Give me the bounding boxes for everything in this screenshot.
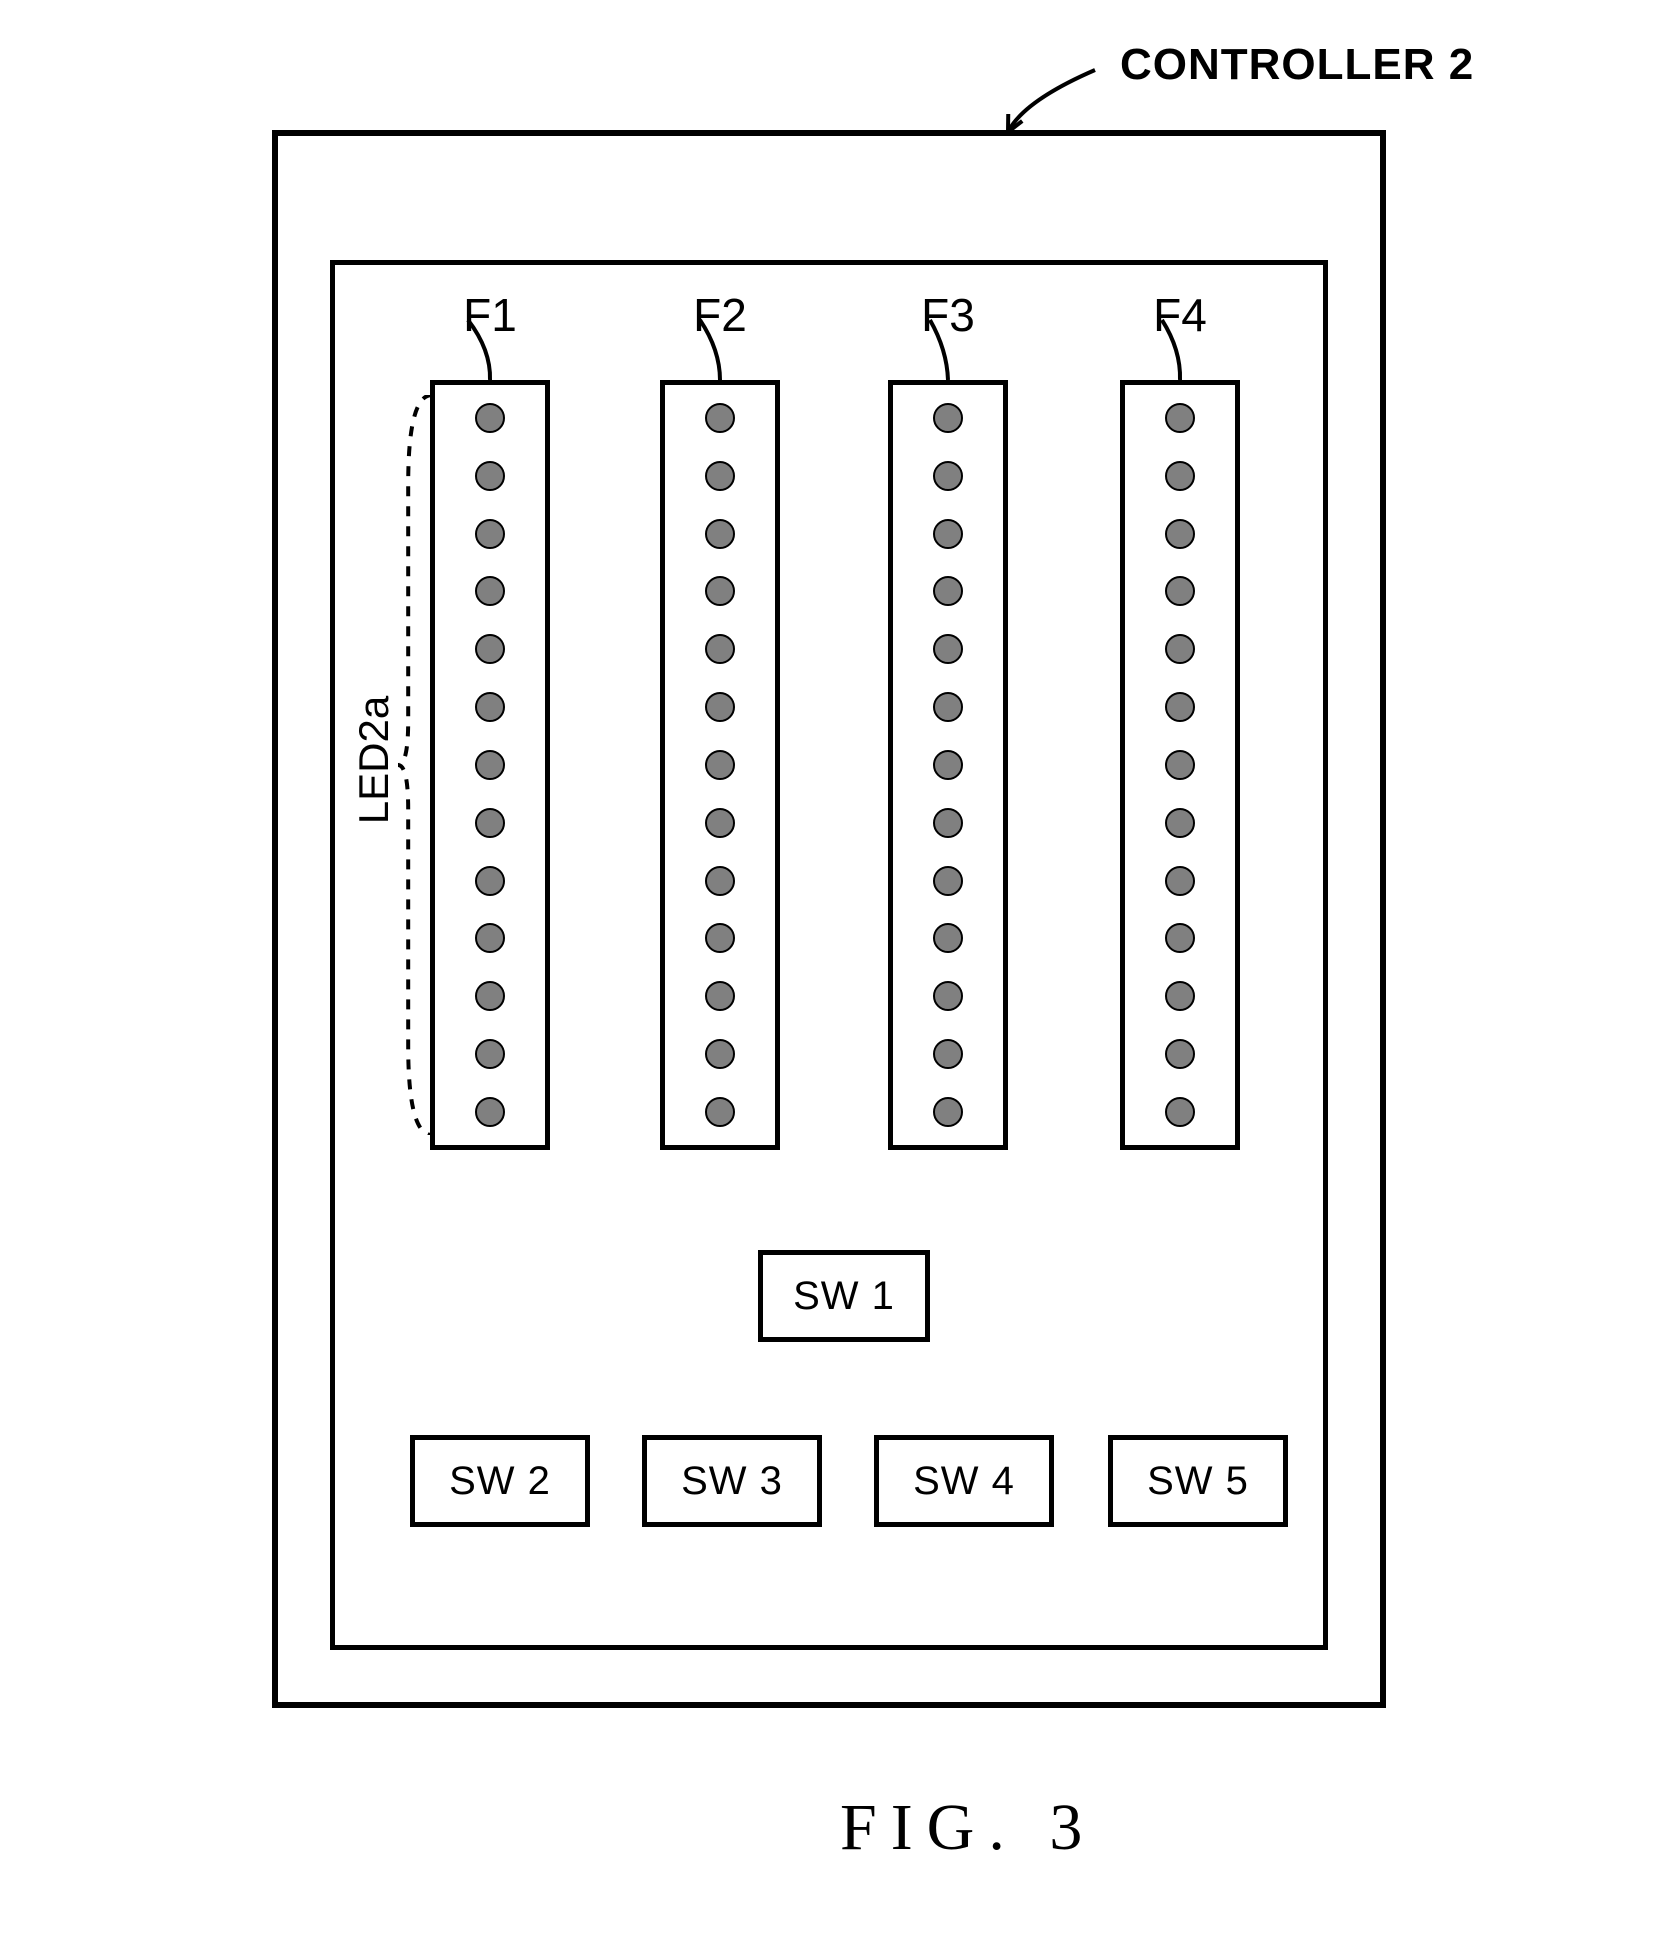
led-indicator: [705, 808, 735, 838]
led-indicator: [705, 1097, 735, 1127]
switch-sw2[interactable]: SW 2: [410, 1435, 590, 1527]
led-indicator: [1165, 808, 1195, 838]
led-indicator: [705, 634, 735, 664]
fader-strip-f3[interactable]: [888, 380, 1008, 1150]
led-indicator: [705, 461, 735, 491]
led-indicator: [705, 750, 735, 780]
led-indicator: [933, 808, 963, 838]
led-indicator: [1165, 923, 1195, 953]
led-indicator: [1165, 866, 1195, 896]
led-indicator: [705, 981, 735, 1011]
diagram-canvas: CONTROLLER 2 F1 F2 F3 F4 LED2a SW 1 SW 2…: [0, 0, 1670, 1952]
switch-sw3-label: SW 3: [681, 1459, 783, 1504]
switch-sw2-label: SW 2: [449, 1459, 551, 1504]
figure-caption: FIG. 3: [840, 1790, 1096, 1866]
led-indicator: [933, 519, 963, 549]
led-indicator: [475, 923, 505, 953]
led-indicator: [933, 1039, 963, 1069]
switch-sw1[interactable]: SW 1: [758, 1250, 930, 1342]
led-indicator: [933, 750, 963, 780]
led-indicator: [475, 519, 505, 549]
fader-label-f1: F1: [450, 288, 530, 342]
led-indicator: [705, 866, 735, 896]
switch-sw4[interactable]: SW 4: [874, 1435, 1054, 1527]
led-indicator: [705, 519, 735, 549]
led-indicator: [933, 576, 963, 606]
led-indicator: [475, 403, 505, 433]
led-column-f2: [705, 385, 735, 1145]
fader-strip-f2[interactable]: [660, 380, 780, 1150]
fader-label-f2: F2: [680, 288, 760, 342]
led-indicator: [933, 692, 963, 722]
fader-strip-f1[interactable]: [430, 380, 550, 1150]
led-indicator: [1165, 576, 1195, 606]
led-indicator: [475, 461, 505, 491]
led-indicator: [475, 1039, 505, 1069]
led-indicator: [933, 1097, 963, 1127]
switch-sw1-label: SW 1: [793, 1274, 895, 1319]
switch-sw5-label: SW 5: [1147, 1459, 1249, 1504]
led-indicator: [475, 1097, 505, 1127]
led-indicator: [705, 1039, 735, 1069]
led-indicator: [705, 403, 735, 433]
led-indicator: [705, 923, 735, 953]
controller-label: CONTROLLER 2: [1120, 40, 1474, 90]
led-indicator: [1165, 1039, 1195, 1069]
switch-sw3[interactable]: SW 3: [642, 1435, 822, 1527]
led-column-f4: [1165, 385, 1195, 1145]
fader-label-f3: F3: [908, 288, 988, 342]
led-indicator: [475, 634, 505, 664]
led-column-f1: [475, 385, 505, 1145]
fader-strip-f4[interactable]: [1120, 380, 1240, 1150]
led-indicator: [1165, 692, 1195, 722]
led-indicator: [933, 634, 963, 664]
led-indicator: [705, 576, 735, 606]
led-indicator: [1165, 634, 1195, 664]
led-indicator: [1165, 981, 1195, 1011]
led-indicator: [475, 866, 505, 896]
switch-sw4-label: SW 4: [913, 1459, 1015, 1504]
led-indicator: [475, 808, 505, 838]
led-indicator: [705, 692, 735, 722]
led-side-label: LED2a: [350, 696, 398, 824]
led-column-f3: [933, 385, 963, 1145]
led-indicator: [933, 461, 963, 491]
led-indicator: [475, 981, 505, 1011]
led-indicator: [475, 576, 505, 606]
led-indicator: [1165, 750, 1195, 780]
led-indicator: [933, 403, 963, 433]
led-indicator: [475, 750, 505, 780]
led-indicator: [933, 923, 963, 953]
switch-sw5[interactable]: SW 5: [1108, 1435, 1288, 1527]
led-indicator: [1165, 461, 1195, 491]
fader-label-f4: F4: [1140, 288, 1220, 342]
led-indicator: [1165, 519, 1195, 549]
led-indicator: [475, 692, 505, 722]
led-indicator: [933, 981, 963, 1011]
led-indicator: [933, 866, 963, 896]
led-indicator: [1165, 403, 1195, 433]
led-indicator: [1165, 1097, 1195, 1127]
